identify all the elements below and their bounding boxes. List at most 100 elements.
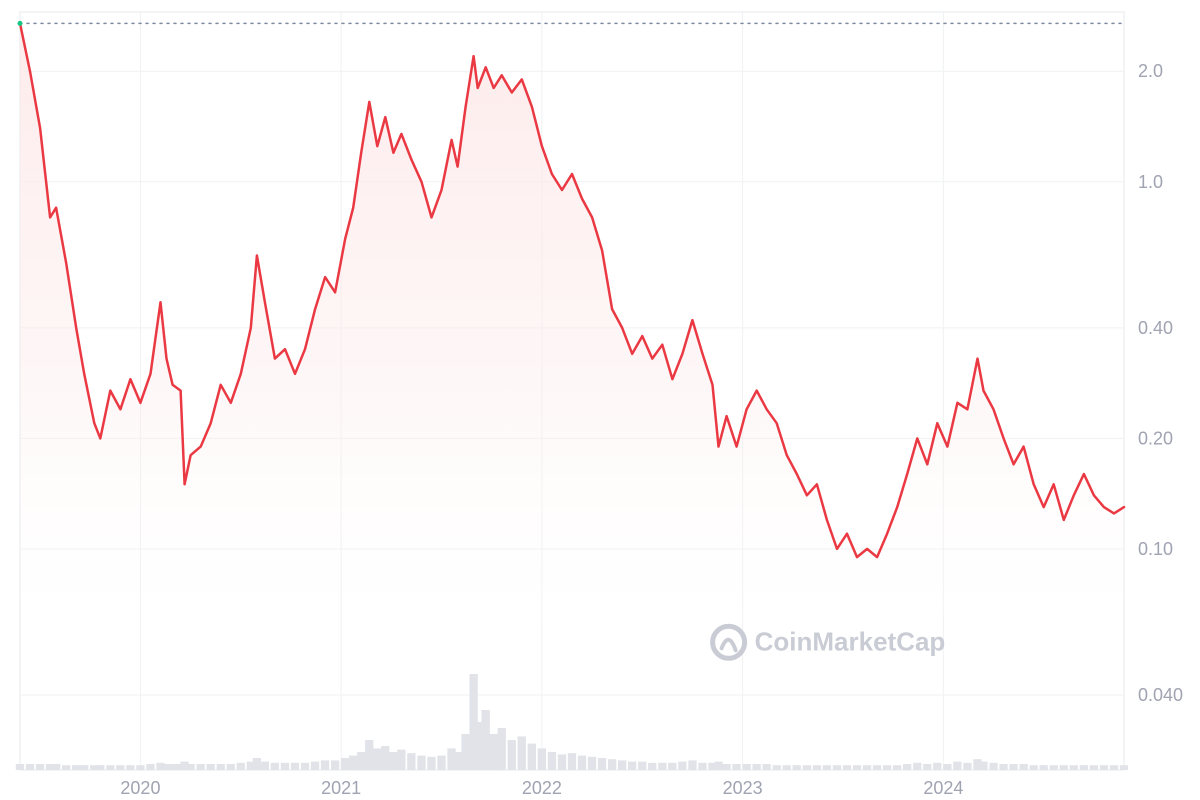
volume-bar [357,752,365,770]
volume-bar [528,744,536,770]
watermark-label: CoinMarketCap [755,626,946,656]
volume-bar [813,765,821,770]
volume-bar [301,763,309,770]
volume-bar [1050,765,1058,770]
price-chart[interactable]: CoinMarketCap2.01.00.400.200.100.0402020… [0,0,1200,800]
volume-bar [943,764,951,770]
volume-bar [1100,765,1108,770]
volume-bar [1020,764,1028,770]
volume-bar [588,757,596,770]
volume-bar [461,734,469,770]
volume-bar [1030,765,1038,770]
chart-svg: CoinMarketCap2.01.00.400.200.100.0402020… [0,0,1200,800]
volume-bar [490,734,498,770]
volume-bar [474,722,482,770]
x-tick-label: 2024 [923,778,963,798]
volume-bar [518,736,526,770]
volume-bar [763,764,771,770]
volume-bar [803,765,811,770]
y-tick-label: 0.20 [1138,428,1173,448]
x-tick-label: 2023 [723,778,763,798]
volume-bar [638,762,646,770]
volume-bar [558,754,566,770]
volume-bar [389,752,397,770]
volume-bar [783,765,791,770]
volume-bar [311,762,319,770]
volume-bar [743,764,751,770]
volume-bar [16,764,24,770]
volume-bar [793,765,801,770]
volume-bar [773,765,781,770]
volume-bar [979,762,987,770]
volume-bar [106,765,114,770]
volume-bar [349,756,357,770]
volume-bar [923,764,931,770]
volume-bar [207,764,215,770]
volume-bar [853,765,861,770]
volume-bar [291,763,299,770]
volume-bar [373,748,381,770]
volume-bar [883,765,891,770]
volume-bar [953,762,961,770]
volume-bar [714,762,722,770]
volume-bar [381,746,389,770]
volume-bar [52,764,60,770]
volume-bar [538,748,546,770]
volume-bar [186,764,194,770]
volume-bar [548,752,556,770]
volume-bar [618,760,626,770]
y-tick-label: 0.40 [1138,318,1173,338]
volume-bar [608,759,616,770]
volume-bar [417,756,425,770]
volume-bar [26,764,34,770]
volume-bar [407,753,415,770]
volume-bar [698,763,706,770]
volume-bar [963,763,971,770]
volume-bar [658,763,666,770]
volume-bar [427,757,435,770]
volume-bar [126,765,134,770]
volume-bar [648,763,656,770]
volume-bar [281,763,289,770]
y-tick-label: 1.0 [1138,172,1163,192]
volume-bar [116,765,124,770]
volume-bar [933,763,941,770]
volume-bar [1080,765,1088,770]
volume-bar [453,752,461,770]
volume-bar [732,764,740,770]
volume-bar [578,756,586,770]
volume-bar [863,765,871,770]
volume-bar [321,760,329,770]
volume-bar [1090,765,1098,770]
x-tick-label: 2022 [522,778,562,798]
volume-bar [999,764,1007,770]
volume-bar [96,765,104,770]
volume-bar [136,765,144,770]
y-tick-label: 2.0 [1138,61,1163,81]
volume-bar [843,765,851,770]
volume-bar [873,765,881,770]
volume-bar [168,764,176,770]
volume-bar [197,764,205,770]
y-tick-label: 0.040 [1138,685,1183,705]
volume-bar [1040,765,1048,770]
volume-bar [1110,765,1118,770]
volume-bar [271,763,279,770]
volume-bar [146,764,154,770]
volume-bar [72,765,80,770]
volume-bar [1120,765,1128,770]
volume-bar [341,758,349,770]
volume-bar [903,764,911,770]
volume-bar [253,758,261,770]
volume-bar [397,750,405,770]
volume-bar [1060,765,1068,770]
volume-bar [217,764,225,770]
volume-bar [36,764,44,770]
volume-bar [508,740,516,770]
volume-bar [237,763,245,770]
volume-bar [833,765,841,770]
volume-bar [482,710,490,770]
volume-bar [989,763,997,770]
volume-bar [823,765,831,770]
volume-bar [261,762,269,770]
